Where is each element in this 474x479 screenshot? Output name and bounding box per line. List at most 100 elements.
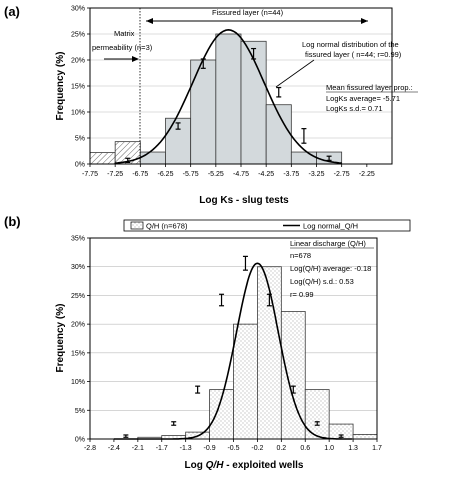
panel-a-y-tick-label: 20% xyxy=(71,58,85,65)
legend-bars-swatch xyxy=(130,221,144,230)
stats-sd: LogKs s.d.= 0.71 xyxy=(326,104,383,113)
fissured-layer-label: Fissured layer (n=44) xyxy=(212,8,284,17)
panel-a-x-tick-label: -5.25 xyxy=(208,171,224,178)
panel-b-x-tick-label: -2.8 xyxy=(84,445,96,452)
panel-b-x-tick-label: -1.7 xyxy=(156,445,168,452)
discharge-title: Linear discharge (Q/H) xyxy=(290,239,366,248)
panel-a-bar xyxy=(215,33,242,165)
panel-a-error-bar xyxy=(125,157,131,164)
matrix-label-line1: Matrix xyxy=(114,29,135,38)
panel-b-y-tick-label: 5% xyxy=(75,408,85,415)
panel-b-error-bar xyxy=(219,293,225,307)
panel-a-x-tick-label: -5.75 xyxy=(183,171,199,178)
panel-a-error-bar xyxy=(326,155,332,161)
panel-a-x-tick-label: -7.75 xyxy=(82,171,98,178)
panel-a-y-axis: 0% 5% 10% 15% 20% 25% 30% xyxy=(71,6,90,169)
panel-a-bar xyxy=(190,59,217,165)
panel-b-x-tick-label: 1.7 xyxy=(372,445,382,452)
panel-b: (b) Q/H (n=678) Log normal_Q/H 0% 5% 10% 15… xyxy=(4,214,411,471)
lognormal-label-line1: Log normal distribution of the xyxy=(302,40,399,49)
fissured-arrow-right-head xyxy=(361,18,368,24)
stats-average: LogKs average= -5.71 xyxy=(326,94,400,103)
panel-a-y-tick-label: 5% xyxy=(75,136,85,143)
panel-a-y-axis-title: Frequency (%) xyxy=(55,52,66,121)
panel-b-x-tick-label: -0.5 xyxy=(227,445,239,452)
panel-b-y-tick-label: 35% xyxy=(71,236,85,243)
panel-a-y-tick-label: 0% xyxy=(75,162,85,169)
panel-b-error-bar xyxy=(242,255,248,271)
panel-a-x-tick-label: -2.25 xyxy=(359,171,375,178)
panel-b-error-bar xyxy=(338,434,344,438)
panel-a-error-bar xyxy=(175,122,181,130)
discharge-sd: Log(Q/H) s.d.: 0.53 xyxy=(290,277,354,286)
panel-b-error-bar xyxy=(171,421,177,426)
panel-b-x-tick-label: -0.2 xyxy=(251,445,263,452)
panel-a-x-tick-label: -2.75 xyxy=(334,171,350,178)
panel-b-y-axis: 0% 5% 10% 15% 20% 25% 30% 35% xyxy=(71,236,90,444)
lognormal-pointer-line xyxy=(275,59,315,88)
panel-b-x-tick-label: -0.9 xyxy=(204,445,216,452)
panel-b-x-axis: -2.8 -2.4 -2.1 -1.7 -1.3 -0.9 -0.5 -0.2 0.2 0.6 1.… xyxy=(84,439,382,452)
panel-a-lognormal-curve xyxy=(115,28,342,164)
panel-a-label: (a) xyxy=(4,4,20,19)
stats-title: Mean fissured layer prop.: xyxy=(326,83,413,92)
panel-b-y-tick-label: 0% xyxy=(75,437,85,444)
panel-b-x-tick-label: 0.6 xyxy=(300,445,310,452)
x-title-italic: Q/H xyxy=(206,460,225,471)
panel-a-x-tick-label: -4.75 xyxy=(233,171,249,178)
panel-b-error-bar xyxy=(123,434,129,438)
panel-b-error-bar xyxy=(195,385,201,394)
panel-b-error-bar xyxy=(266,293,272,307)
panel-a-x-tick-label: -3.25 xyxy=(309,171,325,178)
panel-a-x-tick-label: -6.75 xyxy=(132,171,148,178)
panel-b-x-axis-title: Log Q/H - exploited wells xyxy=(185,460,304,471)
matrix-label-line2: permeability (n=3) xyxy=(92,43,153,52)
panel-a-error-bar xyxy=(200,58,206,69)
panel-a-error-bar xyxy=(301,128,307,144)
panel-a-bar xyxy=(139,151,166,165)
panel-a-y-tick-label: 30% xyxy=(71,6,85,13)
discharge-r: r= 0.99 xyxy=(290,290,314,299)
panel-a-x-tick-label: -7.25 xyxy=(107,171,123,178)
panel-b-bar xyxy=(352,434,378,440)
panel-b-bar xyxy=(304,389,330,440)
panel-a-error-bar xyxy=(276,86,282,98)
panel-b-bars xyxy=(137,266,378,440)
panel-a-error-bars xyxy=(125,47,332,164)
panel-b-bar xyxy=(233,323,258,440)
panel-b-lognormal-curve xyxy=(113,262,352,440)
panel-a-bars xyxy=(89,33,343,165)
panel-b-x-tick-label: 0.2 xyxy=(276,445,286,452)
panel-b-y-tick-label: 15% xyxy=(71,350,85,357)
panel-b-x-tick-label: 1.0 xyxy=(324,445,334,452)
x-title-suffix: - exploited wells xyxy=(223,460,303,471)
panel-b-error-bar xyxy=(314,421,320,426)
panel-b-y-axis-title: Frequency (%) xyxy=(55,304,66,373)
panel-b-y-tick-label: 25% xyxy=(71,293,85,300)
panel-a-y-tick-label: 10% xyxy=(71,110,85,117)
panel-b-label: (b) xyxy=(4,214,21,229)
discharge-average: Log(Q/H) average: -0.18 xyxy=(290,264,371,273)
panel-a-bar xyxy=(290,151,317,165)
x-title-prefix: Log xyxy=(185,460,206,471)
panel-a-y-tick-label: 25% xyxy=(71,32,85,39)
panel-a-x-tick-label: -3.75 xyxy=(283,171,299,178)
panel-b-y-tick-label: 10% xyxy=(71,379,85,386)
panel-a-x-tick-label: -6.25 xyxy=(158,171,174,178)
lognormal-label-line2: fissured layer ( n=44; r=0.99) xyxy=(305,50,402,59)
panel-b-error-bar xyxy=(290,385,296,394)
panel-a-y-tick-label: 15% xyxy=(71,84,85,91)
panel-b-x-tick-label: 1.3 xyxy=(348,445,358,452)
discharge-n: n=678 xyxy=(290,251,311,260)
panel-b-x-tick-label: -2.1 xyxy=(132,445,144,452)
panel-b-y-tick-label: 30% xyxy=(71,264,85,271)
panel-a-error-bar xyxy=(251,47,257,60)
panel-a-x-axis: -7.75 -7.25 -6.75 -6.25 -5.75 -5.25 -4.75 -4.25… xyxy=(82,164,375,178)
panel-a-x-tick-label: -4.25 xyxy=(258,171,274,178)
fissured-arrow-left-head xyxy=(146,18,153,24)
panel-b-x-tick-label: -1.3 xyxy=(180,445,192,452)
panel-b-error-bars xyxy=(123,255,344,438)
panel-a-x-axis-title: Log Ks - slug tests xyxy=(199,195,289,206)
